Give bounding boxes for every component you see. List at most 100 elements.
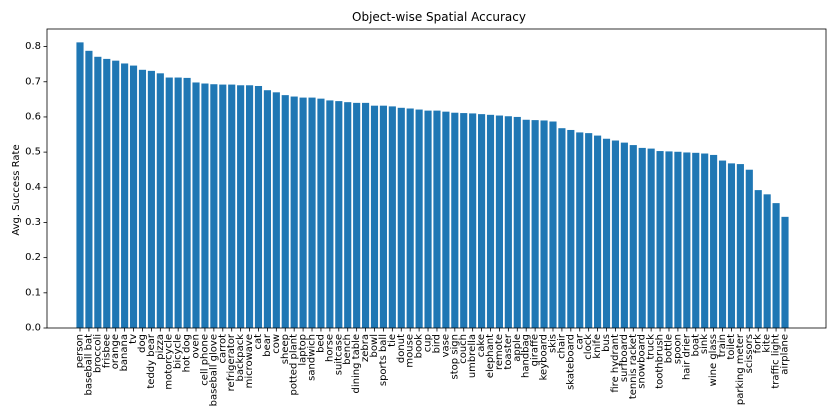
x-tick-label: person <box>75 334 86 368</box>
x-tick-label: scissors <box>744 334 755 373</box>
bar-giraffe <box>531 120 539 328</box>
x-tick-label: knife <box>592 334 603 359</box>
bar-tie <box>388 106 396 328</box>
x-tick-label: spoon <box>672 334 683 364</box>
bar-sink <box>701 153 709 328</box>
bar-car <box>576 132 584 328</box>
x-tick-label: motorcycle <box>164 334 175 390</box>
x-tick-label: potted plant <box>289 334 300 396</box>
bar-snowboard <box>638 147 646 328</box>
x-tick-label: bird <box>431 334 442 353</box>
bar-carrot <box>219 84 227 328</box>
x-tick-label: hot dog <box>182 334 193 372</box>
bar-person <box>76 42 84 329</box>
bar-skis <box>549 121 557 328</box>
bar-kite <box>763 194 771 328</box>
bar-zebra <box>362 102 370 329</box>
y-tick-label: 0.5 <box>25 147 41 158</box>
x-tick-label: laptop <box>298 334 309 366</box>
bar-book <box>415 109 423 328</box>
bar-banana <box>121 63 129 328</box>
x-tick-label: baseball bat <box>83 334 94 396</box>
x-tick-label: cow <box>271 334 282 354</box>
y-tick-label: 0.8 <box>25 41 41 52</box>
bar-airplane <box>781 216 789 328</box>
x-tick-label: traffic light <box>771 334 782 389</box>
bar-donut <box>397 107 405 328</box>
bar-remote <box>495 115 503 328</box>
x-tick-label: couch <box>458 334 469 364</box>
x-tick-label: bus <box>601 334 612 352</box>
x-tick-label: tv <box>128 334 139 344</box>
bar-frisbee <box>103 58 111 329</box>
x-tick-label: skateboard <box>565 334 576 390</box>
x-tick-label: car <box>574 333 585 350</box>
bar-suitcase <box>335 101 343 328</box>
bar-apple <box>513 116 521 328</box>
bar-bottle <box>665 151 673 328</box>
bar-tennis-racket <box>629 145 637 328</box>
bar-motorcycle <box>165 77 173 328</box>
x-tick-label: broccoli <box>92 334 103 373</box>
bar-knife <box>594 135 602 328</box>
bar-teddy-bear <box>147 70 155 329</box>
x-tick-label: banana <box>119 334 130 371</box>
x-tick-label: bear <box>262 333 273 357</box>
x-tick-label: fire hydrant <box>610 334 621 393</box>
x-tick-label: bench <box>342 334 353 365</box>
x-tick-label: remote <box>494 334 505 370</box>
y-tick-label: 0.7 <box>25 76 41 87</box>
x-tick-label: microwave <box>244 334 255 388</box>
x-tick-label: carrot <box>217 334 228 364</box>
bar-sports-ball <box>379 105 387 329</box>
bar-skateboard <box>567 129 575 328</box>
y-tick-label: 0.2 <box>25 252 41 263</box>
bar-umbrella <box>469 113 477 328</box>
bar-bicycle <box>174 77 182 328</box>
x-tick-label: oven <box>191 334 202 359</box>
bar-boat <box>692 152 700 328</box>
x-tick-label: dining table <box>351 334 362 393</box>
bar-toaster <box>504 116 512 329</box>
y-tick-label: 0.4 <box>25 182 41 193</box>
x-tick-label: sheep <box>280 334 291 364</box>
bar-wine-glass <box>710 154 718 328</box>
x-tick-label: suitcase <box>333 334 344 375</box>
x-tick-label: chair <box>556 333 567 359</box>
x-tick-label: mouse <box>405 334 416 368</box>
bar-keyboard <box>540 120 548 329</box>
bar-vase <box>442 111 450 328</box>
bars-group <box>76 42 789 329</box>
bar-sheep <box>281 95 289 328</box>
x-tick-label: toilet <box>726 334 737 360</box>
bar-broccoli <box>94 56 102 328</box>
x-tick-label: kite <box>762 334 773 353</box>
bar-microwave <box>245 85 254 328</box>
y-tick-label: 0.1 <box>25 287 41 298</box>
x-tick-label: frisbee <box>101 334 112 368</box>
x-tick-label: fork <box>753 334 764 354</box>
x-tick-label: sandwich <box>307 334 318 381</box>
bar-toothbrush <box>656 151 664 328</box>
bar-chair <box>558 128 566 328</box>
x-tick-label: tennis racket <box>628 334 639 399</box>
bar-cow <box>272 92 280 328</box>
bar-bowl <box>370 105 379 329</box>
x-tick-label: cell phone <box>199 334 210 386</box>
bar-cell-phone <box>201 83 209 329</box>
y-axis-label: Avg. Success Rate <box>11 144 22 235</box>
bar-dining-table <box>353 102 361 329</box>
bar-potted-plant <box>290 96 298 328</box>
x-tick-label: sports ball <box>378 334 389 386</box>
x-tick-label: apple <box>512 334 523 362</box>
bar-bus <box>602 138 611 328</box>
chart-title: Object-wise Spatial Accuracy <box>352 10 526 24</box>
x-tick-label: bowl <box>369 334 380 357</box>
bar-laptop <box>299 97 307 328</box>
x-tick-label: clock <box>583 334 594 360</box>
bar-hot-dog <box>183 77 191 329</box>
x-tick-label: refrigerator <box>226 333 237 391</box>
x-tick-label: wine glass <box>708 334 719 386</box>
bar-sandwich <box>308 97 316 328</box>
